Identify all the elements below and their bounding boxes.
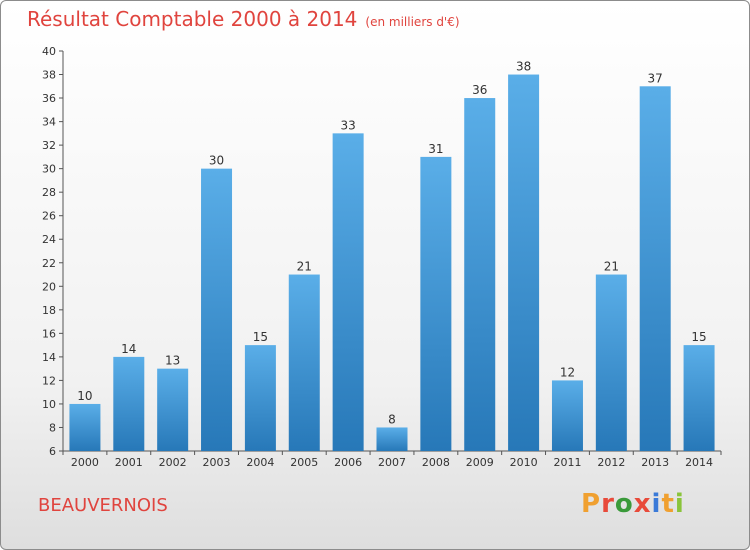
labels-group: 10 14 13 30 15 21 33 8 31 36 38 12 21 37 15 [77,60,706,427]
bar-2006 [332,133,364,451]
x-tick-label-2014: 2014 [685,456,713,469]
y-tick-label: 14 [42,351,56,364]
bar-2009 [464,98,496,451]
y-tick-label: 38 [42,69,56,82]
logo-letter: i [674,489,685,519]
y-tick-label: 30 [42,163,56,176]
data-label-2004: 15 [253,330,268,344]
bar-2004 [244,345,276,451]
y-tick-label: 8 [49,421,56,434]
bar-2007 [376,427,408,451]
data-label-2005: 21 [297,260,312,274]
x-tick-label-2012: 2012 [597,456,625,469]
chart-title: Résultat Comptable 2000 à 2014 (en millie… [27,7,460,31]
y-tick-label: 18 [42,304,56,317]
bar-2003 [201,168,233,451]
y-tick-label: 22 [42,257,56,270]
y-tick-label: 16 [42,327,56,340]
x-tick-label-2008: 2008 [422,456,450,469]
proxiti-logo: Proxiti [581,489,685,519]
y-tick-label: 28 [42,186,56,199]
bar-2012 [595,274,627,451]
y-tick-label: 10 [42,398,56,411]
bar-2014 [683,345,715,451]
data-label-2000: 10 [77,389,92,403]
logo-letter: i [651,489,662,519]
logo-letter: t [661,489,675,519]
y-tick-label: 24 [42,233,56,246]
title-unit: (en milliers d'€) [365,15,460,29]
data-label-2009: 36 [472,83,487,97]
x-tick-label-2013: 2013 [641,456,669,469]
bar-2008 [420,156,452,451]
data-label-2008: 31 [428,142,443,156]
x-tick-label-2002: 2002 [159,456,187,469]
y-tick-label: 40 [42,45,56,58]
data-label-2007: 8 [388,412,396,426]
data-label-2011: 12 [560,365,575,379]
x-tick-label-2003: 2003 [203,456,231,469]
y-tick-label: 6 [49,445,56,458]
y-tick-label: 12 [42,374,56,387]
data-label-2006: 33 [340,118,355,132]
y-tick-label: 36 [42,92,56,105]
bar-2005 [288,274,320,451]
bar-2013 [639,86,671,451]
data-label-2001: 14 [121,342,136,356]
y-tick-label: 26 [42,210,56,223]
x-tick-label-2005: 2005 [290,456,318,469]
x-tick-label-2004: 2004 [246,456,274,469]
x-tick-label-2006: 2006 [334,456,362,469]
data-label-2014: 15 [691,330,706,344]
axes: 6 8 10 12 14 16 18 20 22 24 26 28 30 32 34 36 38 40 2000 20… [42,45,722,469]
data-label-2012: 21 [604,260,619,274]
bar-2001 [113,356,145,451]
bar-2011 [551,380,583,451]
x-tick-label-2007: 2007 [378,456,406,469]
data-label-2002: 13 [165,354,180,368]
data-label-2003: 30 [209,154,224,168]
logo-letter: r [601,489,615,519]
y-tick-label: 20 [42,280,56,293]
logo-letter: x [633,489,652,519]
data-label-2010: 38 [516,60,531,74]
y-tick-label: 32 [42,139,56,152]
title-main: Résultat Comptable 2000 à 2014 [27,7,358,31]
bar-2010 [508,74,540,451]
logo-letter: o [614,489,634,519]
x-tick-label-2009: 2009 [466,456,494,469]
x-tick-label-2001: 2001 [115,456,143,469]
bar-2000 [69,403,101,451]
bars-group [69,74,715,451]
commune-name: BEAUVERNOIS [38,495,168,516]
bar-2002 [157,368,189,451]
logo-letter: P [581,489,602,519]
data-label-2013: 37 [648,71,663,85]
x-tick-label-2000: 2000 [71,456,99,469]
x-tick-label-2010: 2010 [510,456,538,469]
x-tick-label-2011: 2011 [553,456,581,469]
y-tick-label: 34 [42,116,56,129]
